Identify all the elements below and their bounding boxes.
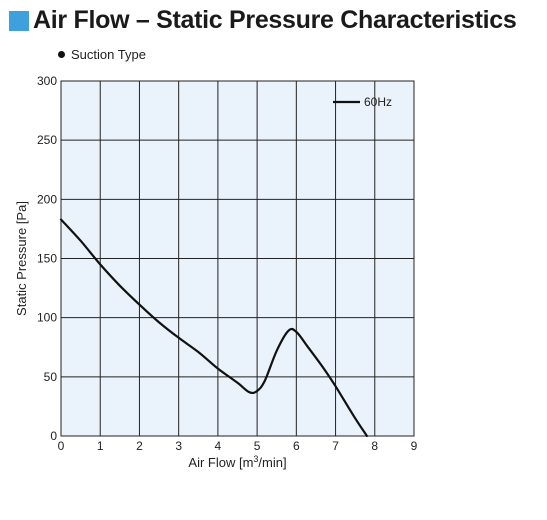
y-tick-label: 250 xyxy=(37,133,57,147)
legend-label: 60Hz xyxy=(364,95,392,109)
y-tick-label: 150 xyxy=(37,252,57,266)
x-tick-label: 0 xyxy=(58,439,65,453)
x-tick-label: 5 xyxy=(254,439,261,453)
y-tick-label: 300 xyxy=(37,74,57,88)
title-accent-square xyxy=(9,10,29,31)
y-axis-label: Static Pressure [Pa] xyxy=(14,201,29,316)
x-tick-labels: 0 1 2 3 4 5 6 7 8 9 xyxy=(58,439,418,453)
x-axis-label-tail: /min] xyxy=(258,455,286,470)
x-tick-label: 4 xyxy=(215,439,222,453)
y-tick-label: 0 xyxy=(50,429,57,443)
y-tick-labels: 0 50 100 150 200 250 300 xyxy=(37,74,57,443)
y-tick-label: 100 xyxy=(37,311,57,325)
chart-subtitle: Suction Type xyxy=(58,47,146,62)
x-axis-label-base: Air Flow [m xyxy=(188,455,253,470)
series-line-60hz xyxy=(59,218,368,438)
x-tick-label: 9 xyxy=(411,439,418,453)
x-axis-label: Air Flow [m3/min] xyxy=(188,454,286,470)
x-tick-label: 8 xyxy=(371,439,378,453)
x-axis-label-sup: 3 xyxy=(253,454,258,464)
chart-header: Air Flow – Static Pressure Characteristi… xyxy=(9,6,517,35)
x-tick-label: 7 xyxy=(332,439,339,453)
legend: 60Hz xyxy=(333,95,392,109)
x-tick-label: 6 xyxy=(293,439,300,453)
x-tick-label: 2 xyxy=(136,439,143,453)
grid xyxy=(60,80,415,437)
subtitle-text: Suction Type xyxy=(71,47,146,62)
y-tick-label: 200 xyxy=(37,192,57,206)
bullet-icon xyxy=(58,51,65,58)
series-group xyxy=(59,218,368,438)
x-tick-label: 1 xyxy=(97,439,104,453)
x-tick-label: 3 xyxy=(175,439,182,453)
y-tick-label: 50 xyxy=(44,370,58,384)
chart-title: Air Flow – Static Pressure Characteristi… xyxy=(33,6,517,34)
